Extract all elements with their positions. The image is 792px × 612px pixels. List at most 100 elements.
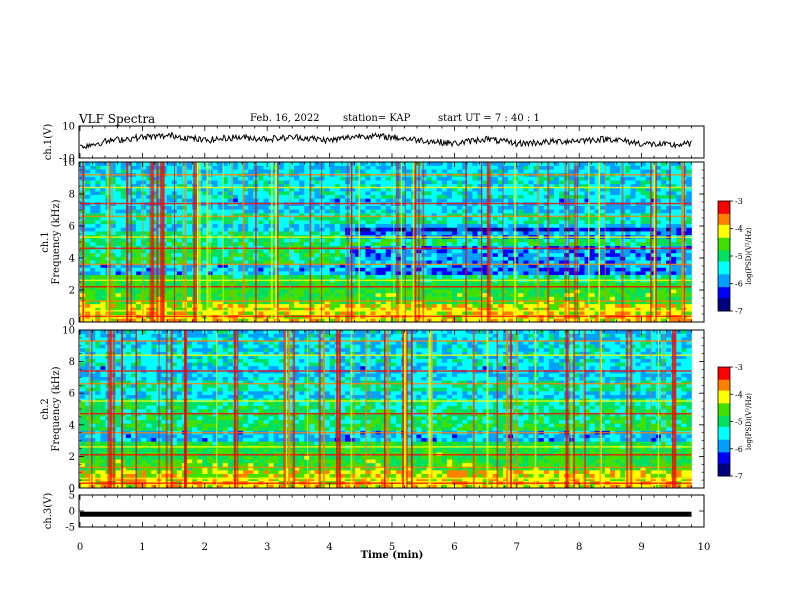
spectrogram-cell [176,180,183,185]
spectrogram-cell [95,169,101,174]
spectrogram-cell [334,300,341,305]
spectrogram-cell [288,296,295,301]
spectrogram-cell [385,209,392,214]
spectrogram-cell [365,282,371,286]
spectrogram-cell [666,318,672,323]
spectrogram-cell [502,238,509,243]
spectrogram-cell [559,176,565,181]
spectrogram-cell [508,191,514,196]
spectrogram-cell [334,252,341,257]
spectrogram-cell [660,303,667,308]
spectrogram-cell [584,252,590,257]
spectrogram-cell [227,296,234,301]
spectrogram-cell [334,307,341,312]
spectrogram-cell [579,267,585,272]
spectrogram-cell [319,238,325,243]
spectrogram-cell [671,263,677,268]
spectrogram-cell [676,176,682,181]
spectrogram-cell [533,292,539,297]
spectrogram-cell [625,296,631,301]
spectrogram-cell [528,242,534,246]
spectrogram-cell [508,227,514,232]
spectrogram-cell [640,231,646,236]
spectrogram-cell [472,223,478,228]
spectrogram-cell [609,180,616,185]
spectrogram-cell [385,169,392,174]
spectrogram-cell [553,285,560,290]
spectrogram-cell [370,176,376,181]
spectrogram-cell [237,292,244,297]
spectrogram-cell [467,271,473,276]
spectrogram-cell [492,209,499,214]
spectrogram-cell [492,227,499,232]
spectrogram-cell [436,238,443,243]
spectrogram-cell [202,271,208,276]
spectrogram-cell [497,285,504,290]
spectrogram-cell [452,180,458,185]
spectrogram-cell [436,252,443,257]
spectrogram-cell [686,242,692,246]
spectrogram-cell [181,318,188,323]
spectrogram-cell [375,282,381,286]
spectrogram-cell [95,242,101,246]
spectrogram-cell [319,220,325,225]
spectrogram-cell [258,205,264,210]
spectrogram-cell [441,318,448,323]
spectrogram-cell [380,300,387,305]
spectrogram-cell [319,216,325,221]
spectrogram-cell [375,263,381,268]
spectrogram-cell [299,242,305,246]
spectrogram-cell [686,176,692,181]
spectrogram-cell [294,318,300,323]
spectrogram-cell [314,252,320,257]
spectrogram-cell [319,303,325,308]
spectrogram-cell [640,285,646,290]
spectrogram-cell [467,227,473,232]
spectrogram-cell [457,263,463,268]
spectrogram-cell [324,220,331,225]
spectrogram-cell [564,282,570,286]
spectrogram-cell [304,267,310,272]
spectrogram-cell [350,191,356,196]
spectrogram-cell [278,209,285,214]
spectrogram-cell [120,252,127,257]
spectrogram-cell [232,191,239,196]
spectrogram-cell [360,296,366,301]
spectrogram-cell [278,216,285,221]
spectrogram-cell [508,271,514,276]
spectrogram-cell [202,267,208,272]
spectrogram-cell [492,180,499,185]
spectrogram-cell [156,311,162,316]
spectrogram-cell [115,231,122,236]
spectrogram-cell [609,311,616,316]
spectrogram-cell [288,252,295,257]
spectrogram-cell [370,242,376,246]
spectrogram-cell [304,242,310,246]
spectrogram-cell [441,303,448,308]
spectrogram-cell [686,209,692,214]
spectrogram-cell [609,282,616,286]
spectrogram-cell [660,271,667,276]
spectrogram-cell [375,274,381,279]
spectrogram-cell [538,285,545,290]
spectrogram-cell [319,292,325,297]
spectrogram-cell [294,292,300,297]
spectrogram-cell [90,296,96,301]
spectrogram-cell [441,238,448,243]
spectrogram-cell [528,180,534,185]
spectrogram-cell [263,252,269,257]
spectrogram-cell [212,209,218,214]
spectrogram-cell [686,282,692,286]
spectrogram-cell [166,205,173,210]
spectrogram-cell [181,289,188,294]
spectrogram-cell [115,209,122,214]
spectrogram-cell [635,285,641,290]
spectrogram-cell [390,303,397,308]
spectrogram-cell [90,216,96,221]
spectrogram-cell [95,285,101,290]
spectrogram-cell [329,252,336,257]
spectrogram-cell [243,292,249,297]
spectrogram-cell [553,238,560,243]
spectrogram-cell [258,220,264,225]
